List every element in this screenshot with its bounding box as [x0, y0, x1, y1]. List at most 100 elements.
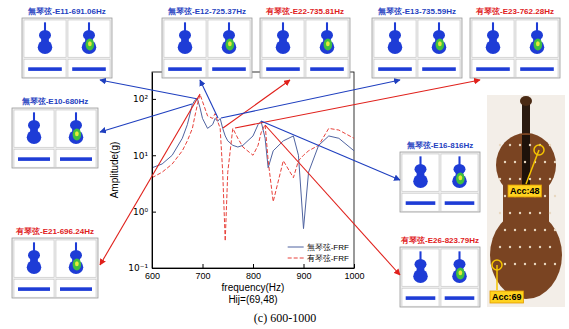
panel-cell — [472, 20, 514, 57]
grid-point — [549, 212, 551, 214]
photo-grid-points — [499, 144, 556, 265]
frf-line — [152, 94, 354, 241]
grid-point — [509, 144, 511, 146]
y-tick: 10⁰ — [133, 207, 156, 217]
panel-cell — [402, 288, 439, 306]
x-tick: 900 — [296, 264, 311, 281]
violin-neck — [536, 22, 538, 31]
y-axis-title: Amplitude(g) — [109, 142, 120, 199]
mode-patch — [324, 39, 333, 51]
arrows — [100, 80, 480, 275]
note: Hij=(69,48) — [228, 294, 277, 305]
grid-point — [499, 212, 501, 214]
mode-shape-panel — [372, 18, 462, 78]
mode-shape-panel — [12, 108, 98, 168]
mode-label: 無琴弦-E16-816Hz — [406, 141, 474, 150]
panel-cell — [262, 20, 304, 57]
violin-neck — [419, 251, 421, 260]
mode-patch-core — [536, 41, 540, 46]
legend-item: 無琴弦-FRF — [288, 243, 349, 252]
y-tick: 10⁻¹ — [128, 263, 156, 273]
mode-label: 無琴弦-E12-725.37Hz — [167, 7, 246, 16]
side-view — [520, 67, 554, 71]
y-tick-mark — [152, 155, 156, 156]
photo-ground — [487, 95, 565, 307]
y-tick-label: 10⁰ — [133, 207, 148, 217]
grid-point — [519, 212, 521, 214]
side-view — [60, 287, 92, 291]
violin-neck — [282, 22, 284, 31]
caption: (c) 600-1000 — [254, 311, 316, 325]
mode-shape-panel — [12, 238, 98, 298]
panel-cell — [402, 249, 439, 286]
panel-cell — [516, 20, 558, 57]
panel-frame — [22, 18, 112, 78]
mode-arrow — [100, 94, 200, 265]
violin-neck — [458, 251, 460, 260]
panel-cell — [402, 193, 439, 211]
legend: 無琴弦-FRF 有琴弦-FRF — [288, 243, 349, 263]
mode-shape-panel — [260, 18, 350, 78]
grid-point — [514, 263, 516, 265]
photo-lower-bout — [490, 211, 562, 299]
mode-label: 無琴弦-E10-680Hz — [21, 97, 89, 106]
side-view — [378, 67, 412, 71]
violin-neck — [438, 22, 440, 31]
grid-point — [534, 229, 536, 231]
grid-point — [514, 161, 516, 163]
x-tick-label: 700 — [195, 271, 210, 281]
side-view — [310, 67, 344, 71]
side-view — [266, 67, 300, 71]
panel-cell — [24, 20, 66, 57]
x-tick: 1000 — [344, 264, 364, 281]
legend-label: 無琴弦-FRF — [307, 243, 349, 252]
panel-cell — [374, 20, 416, 57]
mode-arrow — [223, 80, 290, 128]
x-axis: 6007008009001000 — [145, 264, 365, 281]
legend-swatch — [288, 247, 304, 248]
panel-cell — [472, 59, 514, 77]
y-tick-label: 10² — [133, 94, 148, 104]
grid-point — [504, 263, 506, 265]
grid-point — [519, 246, 521, 248]
mode-patch — [534, 39, 543, 51]
sensor-label-box — [508, 185, 542, 197]
grid-point — [549, 178, 551, 180]
mode-shape-panel — [162, 18, 252, 78]
grid-point — [509, 212, 511, 214]
grid-point — [524, 263, 526, 265]
grid-point — [499, 178, 501, 180]
grid-point — [554, 195, 556, 197]
legend-label: 有琴弦-FRF — [307, 254, 349, 263]
panel-cell — [24, 59, 66, 77]
grid-point — [504, 161, 506, 163]
panel-cell — [56, 110, 96, 147]
panel-cell — [68, 20, 110, 57]
grid-point — [529, 246, 531, 248]
mode-shape-panel — [22, 18, 112, 78]
side-view — [72, 67, 106, 71]
mode-label: 無琴弦-E13-735.59Hz — [377, 7, 456, 16]
panel-cell — [14, 110, 54, 147]
side-view — [406, 296, 436, 300]
side-view — [445, 201, 475, 205]
plot-frame — [152, 72, 354, 268]
panel-cell — [56, 240, 96, 277]
mode-label: 無琴弦-E11-691.06Hz — [27, 7, 105, 16]
mode-patch-core — [88, 41, 92, 46]
mode-arrow — [235, 80, 480, 128]
mode-shape-panel — [400, 152, 480, 212]
violin-photo: Acc:48Acc:69 — [487, 95, 565, 307]
mode-arrow — [261, 121, 400, 180]
y-tick-mark — [152, 268, 156, 269]
violin-neck — [419, 156, 421, 165]
violin-neck — [228, 22, 230, 31]
violin-neck — [44, 22, 46, 31]
mode-patch-core — [75, 261, 79, 266]
mode-label: 有琴弦-E22-735.81Hz — [265, 7, 344, 16]
panel-cell — [441, 288, 478, 306]
violin-neck — [75, 242, 77, 251]
grid-point — [554, 161, 556, 163]
x-tick-mark — [304, 264, 305, 268]
mode-patch-core — [458, 175, 462, 180]
